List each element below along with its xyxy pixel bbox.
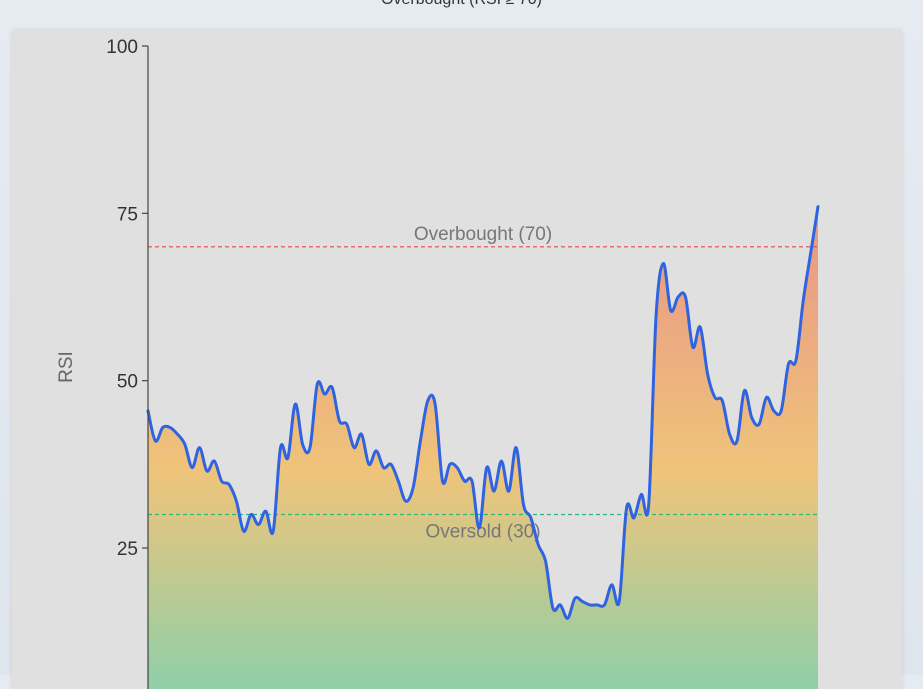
y-tick-label: 25 bbox=[117, 539, 138, 560]
overbought-label: Overbought (70) bbox=[414, 224, 552, 245]
y-tick-label: 50 bbox=[117, 372, 138, 393]
y-axis-label: RSI bbox=[56, 351, 77, 383]
y-tick-label: 75 bbox=[117, 204, 138, 225]
chart-card: Overbought (70) Oversold (30) 25 50 75 100 RSI bbox=[12, 29, 902, 689]
rsi-area-fill bbox=[148, 206, 818, 689]
oversold-label: Oversold (30) bbox=[425, 522, 540, 543]
y-tick-label: 100 bbox=[106, 37, 138, 58]
rsi-line bbox=[146, 205, 820, 620]
chart-title: Overbought (RSI ≥ 70) bbox=[0, 0, 923, 9]
rsi-chart: Overbought (70) Oversold (30) 25 50 75 100 RSI bbox=[12, 29, 902, 689]
